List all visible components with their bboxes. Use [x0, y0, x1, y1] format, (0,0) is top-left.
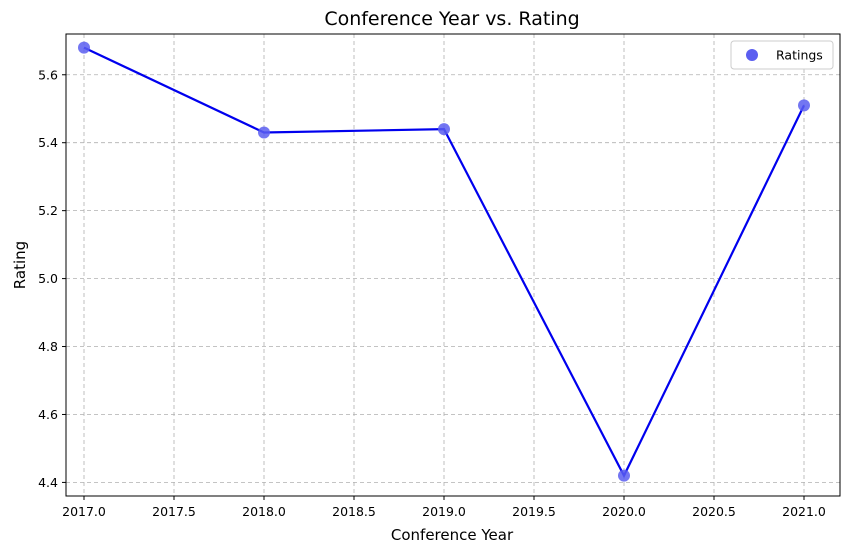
- x-tick-label: 2020.5: [692, 504, 736, 519]
- x-tick-label: 2021.0: [782, 504, 826, 519]
- y-tick-label: 4.6: [38, 407, 58, 422]
- x-axis: 2017.0 2017.5 2018.0 2018.5 2019.0 2019.5 2020…: [62, 496, 826, 519]
- legend-marker: [746, 49, 758, 61]
- x-tick-label: 2019.5: [512, 504, 556, 519]
- x-tick-label: 2020.0: [602, 504, 646, 519]
- x-tick-label: 2019.0: [422, 504, 466, 519]
- y-tick-label: 5.6: [38, 67, 58, 82]
- y-axis: 4.4 4.6 4.8 5.0 5.2 5.4 5.6: [38, 67, 66, 490]
- data-point: [798, 99, 810, 112]
- y-tick-label: 5.2: [38, 203, 58, 218]
- series-layer: [78, 41, 810, 482]
- y-tick-label: 4.8: [38, 339, 58, 354]
- x-tick-label: 2017.5: [152, 504, 196, 519]
- y-axis-label: Rating: [11, 241, 29, 289]
- y-tick-label: 5.4: [38, 135, 58, 150]
- x-axis-label: Conference Year: [391, 526, 514, 544]
- y-tick-label: 5.0: [38, 271, 58, 286]
- legend-label: Ratings: [776, 48, 823, 63]
- plot-frame: [65, 33, 841, 497]
- x-tick-label: 2018.5: [332, 504, 376, 519]
- chart-title: Conference Year vs. Rating: [324, 8, 579, 30]
- y-tick-label: 4.4: [38, 475, 58, 490]
- data-point: [258, 126, 270, 139]
- grid: [66, 34, 840, 496]
- legend-box: [730, 40, 834, 70]
- data-point: [78, 41, 90, 54]
- data-point: [438, 123, 450, 136]
- legend: Ratings: [730, 40, 834, 70]
- x-tick-label: 2017.0: [62, 504, 106, 519]
- data-point: [618, 469, 630, 482]
- x-tick-label: 2018.0: [242, 504, 286, 519]
